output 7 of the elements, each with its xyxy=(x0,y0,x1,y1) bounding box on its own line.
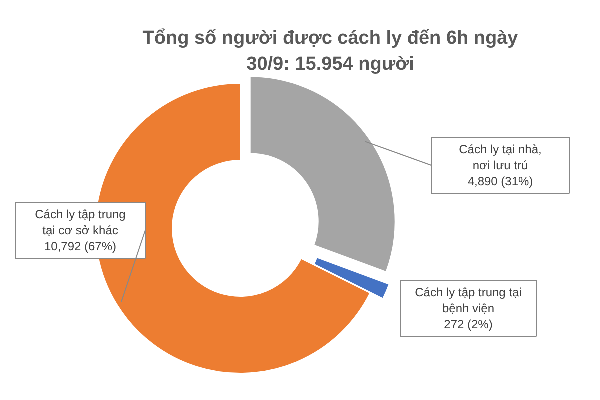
slice-label: Cách ly tại nhà, nơi lưu trú xyxy=(459,142,542,172)
chart-title: Tổng số người được cách ly đến 6h ngày 30/9: 15.954 người xyxy=(142,28,519,75)
slice-label: Cách ly tập trung tại bệnh viện xyxy=(415,286,522,316)
data-label: 272 (2%) xyxy=(444,318,493,332)
data-label: 10,792 (67%) xyxy=(44,240,117,254)
data-label: 4,890 (31%) xyxy=(468,174,534,188)
slice-label: Cách ly tập trung tại cơ sở khác xyxy=(35,208,126,238)
